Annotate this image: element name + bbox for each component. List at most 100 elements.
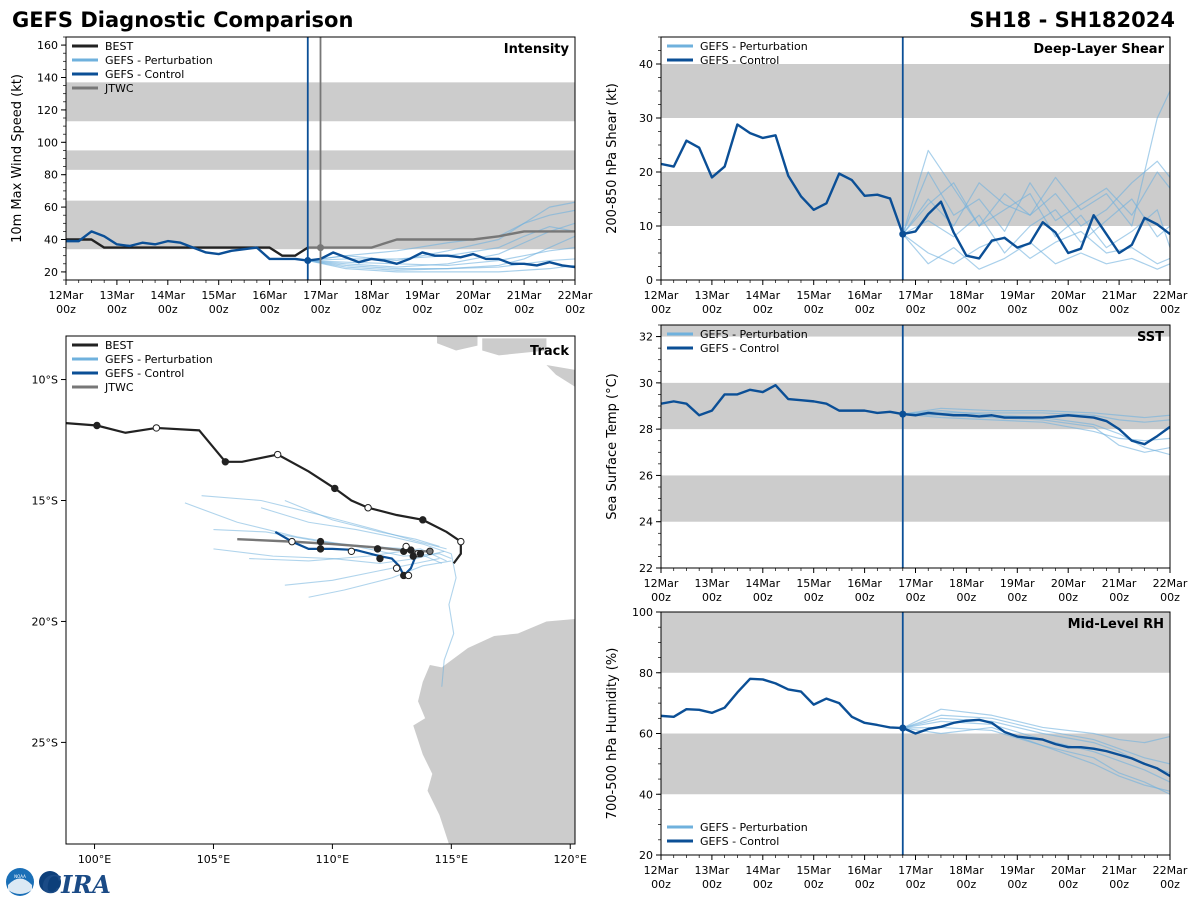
legend-label: GEFS - Perturbation [700,40,808,53]
x-tick-label-day: 16Mar [847,864,882,877]
x-tick-label-day: 22Mar [558,289,593,302]
legend-label: JTWC [104,82,134,95]
perturbation-line [902,714,1170,765]
plot-area [661,383,1170,456]
x-tick-label-day: 20Mar [1051,864,1086,877]
jtwc-line [307,230,575,249]
x-tick-label-hour: 00z [1160,878,1180,891]
shade-band [661,64,1170,118]
x-tick-label-day: 13Mar [695,864,730,877]
x-tick-label-hour: 00z [1058,303,1078,316]
legend-label: JTWC [104,381,134,394]
x-tick-label-hour: 00z [1109,878,1129,891]
y-tick-label: 100 [37,136,58,149]
perturbation-track [260,507,452,555]
perturbation-line [902,407,1170,419]
x-tick-label-day: 20Mar [1051,289,1086,302]
control-track-marker [316,545,325,553]
legend-label: GEFS - Perturbation [700,821,808,834]
perturbation-line [902,233,1170,270]
x-tick-label-day: 12Mar [644,864,679,877]
x-tick-label-hour: 00z [1109,303,1129,316]
perturbation-line [902,413,1170,442]
control-track-marker [416,550,425,558]
y-tick-label: 80 [639,667,653,680]
y-tick-label: 120 [37,104,58,117]
x-tick-label-hour: 00z [107,303,127,316]
x-tick-label-hour: 00z [702,878,722,891]
cira-globe-icon [39,871,61,893]
x-tick-label-hour: 00z [753,878,773,891]
control-track-marker [376,554,384,563]
y-tick-label: 40 [639,788,653,801]
y-tick-label: 0 [646,274,653,287]
perturbation-line [307,235,575,270]
y-tick-label: 22 [639,562,653,575]
y-tick-label: 28 [639,423,653,436]
x-tick-label-hour: 00z [260,303,280,316]
land-polygon [413,619,575,844]
x-tick-label-day: 19Mar [1000,577,1035,590]
x-tick-label-hour: 00z [855,878,875,891]
x-tick-label-day: 20Mar [456,289,491,302]
x-tick-label-hour: 00z [412,303,432,316]
y-axis-label: 200-850 hPa Shear (kt) [605,83,620,234]
axes-frame [660,324,1171,569]
legend-label: GEFS - Perturbation [105,353,213,366]
y-axis-label: Sea Surface Temp (°C) [605,373,620,520]
x-tick-label-day: 18Mar [949,289,984,302]
x-tick-label-hour: 00z [702,303,722,316]
perturbation-track [284,499,440,547]
plot-area [661,90,1170,270]
x-tick-label-day: 18Mar [949,577,984,590]
shade-band [661,612,1170,673]
rh-panel: 2040608010012Mar00z13Mar00z14Mar00z15Mar… [605,606,1188,891]
x-tick-label-hour: 00z [753,591,773,604]
y-tick-label: 24 [639,516,653,529]
x-tick-label-day: 19Mar [1000,289,1035,302]
x-tick-label-hour: 00z [957,878,977,891]
perturbation-line [307,247,575,267]
x-tick-label-day: 15Mar [796,577,831,590]
best-track-marker [93,421,101,430]
x-tick-label-day: 15Mar [796,864,831,877]
x-tick-label-hour: 00z [209,303,229,316]
legend-label: GEFS - Perturbation [105,54,213,67]
x-tick-label-hour: 00z [651,303,671,316]
x-tick-label-day: 14Mar [745,864,780,877]
legend-label: GEFS - Control [105,68,184,81]
legend-label: GEFS - Control [700,342,779,355]
x-tick-label-day: 18Mar [949,864,984,877]
x-tick-label-day: 17Mar [898,577,933,590]
control-track-marker [402,542,410,551]
y-tick-label: 20 [639,849,653,862]
x-tick-label-day: 19Mar [1000,864,1035,877]
x-tick-label-hour: 00z [651,878,671,891]
y-tick-label: 30 [639,112,653,125]
x-tick-label: 115°E [435,853,468,866]
x-tick-label-day: 17Mar [898,864,933,877]
perturbation-track [284,558,440,586]
x-tick-label-day: 17Mar [898,289,933,302]
y-tick-label: 80 [44,169,58,182]
x-tick-label-hour: 00z [906,878,926,891]
x-tick-label-day: 15Mar [201,289,236,302]
x-tick-label-hour: 00z [957,303,977,316]
perturbation-line [902,171,1170,235]
y-tick-label: 60 [639,728,653,741]
y-tick-label: 20 [44,266,58,279]
best-track-marker [364,504,372,512]
x-tick-label-day: 22Mar [1153,577,1188,590]
init-marker [899,724,907,732]
control-track-marker [392,564,401,572]
legend-label: BEST [105,40,133,53]
shade-band [661,325,1170,337]
x-tick-label: 120°E [554,853,587,866]
x-tick-label: 100°E [78,853,111,866]
x-tick-label-day: 21Mar [1102,289,1137,302]
y-tick-label: 32 [639,331,653,344]
best-track-marker [331,484,339,493]
y-tick-label: 60 [44,201,58,214]
x-tick-label-hour: 00z [957,591,977,604]
